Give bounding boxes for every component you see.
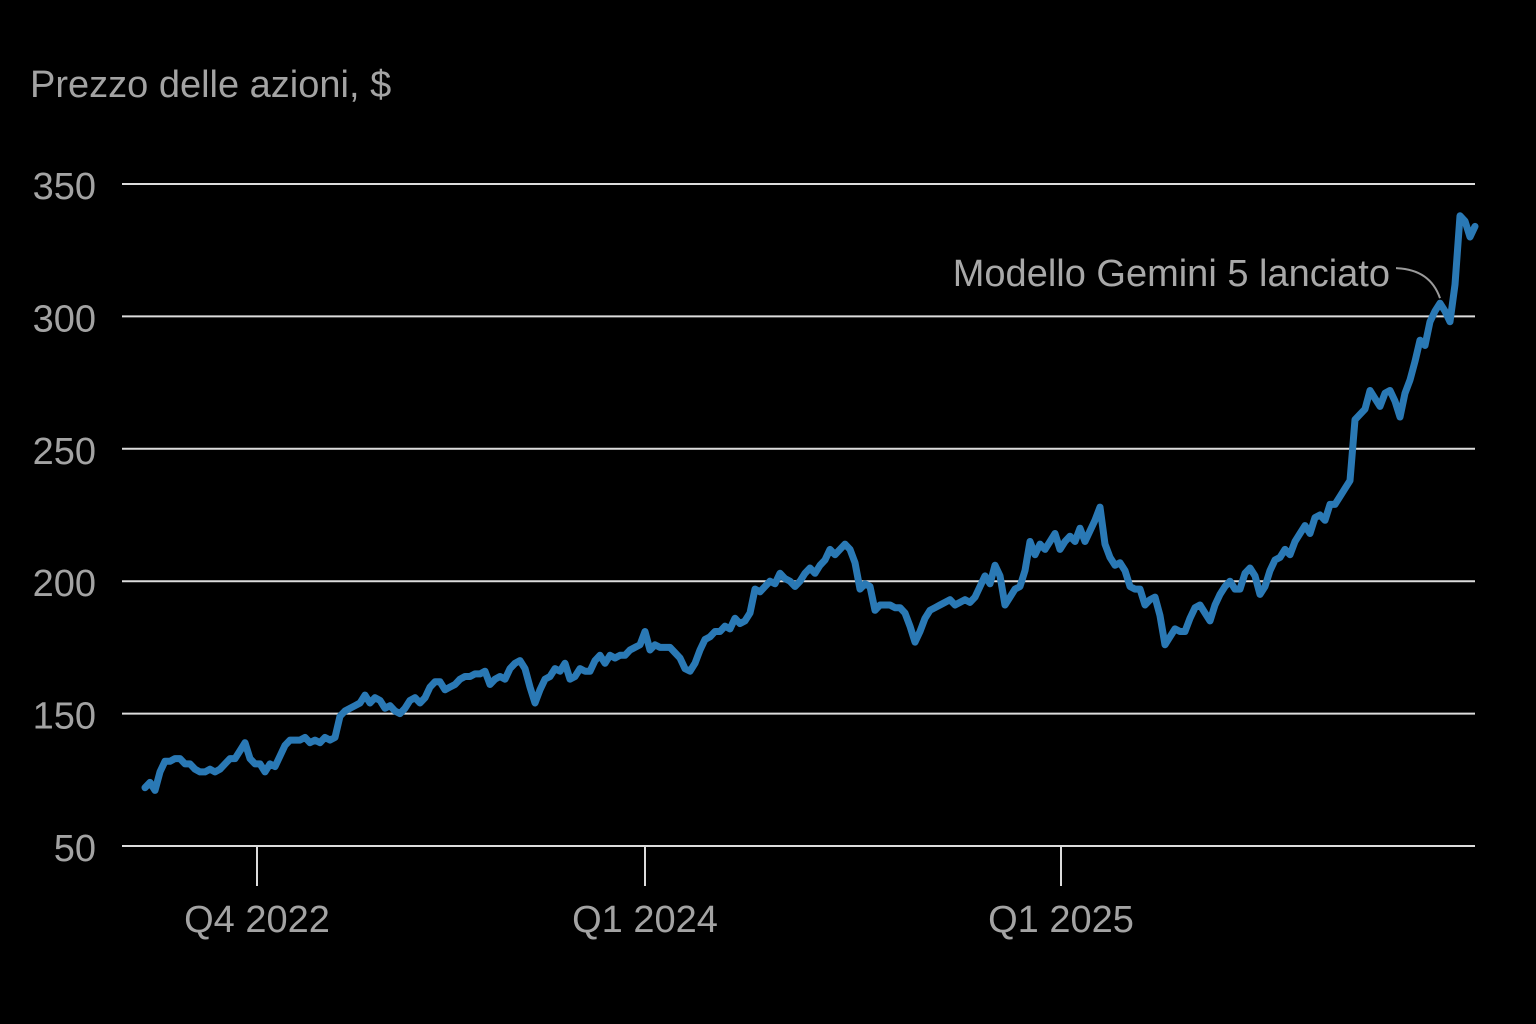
y-tick-label-250: 250 [33,431,96,473]
x-axis: Q4 2022 Q1 2024 Q1 2025 [184,846,1134,941]
annotation-leader-line [1395,267,1441,299]
y-tick-label-300: 300 [33,298,96,340]
y-tick-label-50: 50 [54,828,96,870]
y-axis-title: Prezzo delle azioni, $ [30,64,391,106]
y-tick-label-150: 150 [33,696,96,738]
x-tick-label-q4-2022: Q4 2022 [184,899,330,941]
x-tick-label-q1-2024: Q1 2024 [572,899,718,941]
y-axis-tick-labels: 350 300 250 200 150 50 [33,166,96,870]
annotation-label: Modello Gemini 5 lanciato [953,253,1390,295]
y-tick-label-350: 350 [33,166,96,208]
x-tick-label-q1-2025: Q1 2025 [988,899,1134,941]
annotation: Modello Gemini 5 lanciato [953,253,1441,299]
y-tick-label-200: 200 [33,563,96,605]
price-line [141,212,1479,794]
